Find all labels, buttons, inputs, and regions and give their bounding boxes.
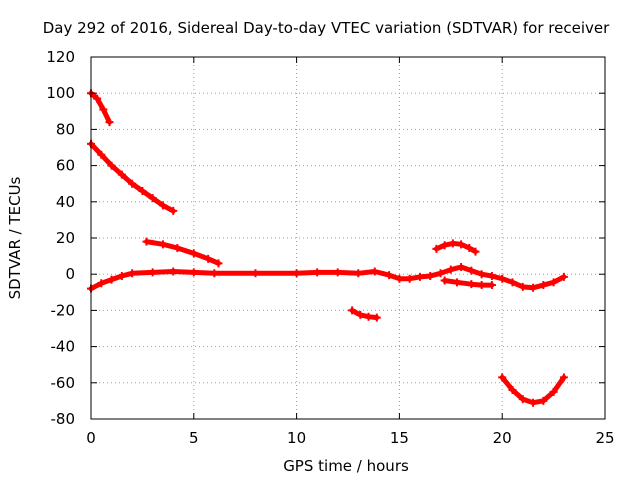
data-point <box>498 274 507 283</box>
y-tick-label: 120 <box>46 48 75 66</box>
data-point <box>117 170 126 179</box>
data-point <box>559 373 568 382</box>
x-tick-label: 15 <box>390 429 409 447</box>
y-tick-label: 0 <box>65 265 75 283</box>
data-point <box>148 268 157 277</box>
y-tick-label: 100 <box>46 84 75 102</box>
x-tick-label: 0 <box>86 429 96 447</box>
data-point <box>97 279 106 288</box>
data-point <box>142 237 151 246</box>
data-point <box>432 244 441 253</box>
y-tick-label: 20 <box>56 229 75 247</box>
data-point <box>518 282 527 291</box>
x-tick-label: 20 <box>493 429 512 447</box>
data-point <box>356 310 365 319</box>
data-point <box>158 240 167 249</box>
data-point <box>559 272 568 281</box>
y-tick-label: 40 <box>56 193 75 211</box>
y-tick-label: -20 <box>51 301 76 319</box>
data-point <box>471 247 480 256</box>
data-point <box>448 239 457 248</box>
data-point <box>436 269 445 278</box>
data-point <box>549 387 558 396</box>
grid <box>91 57 605 419</box>
data-point <box>508 278 517 287</box>
data-point <box>508 386 517 395</box>
chart-title: Day 292 of 2016, Sidereal Day-to-day VTE… <box>43 19 610 37</box>
data-point <box>189 249 198 258</box>
y-tick-label: 80 <box>56 120 75 138</box>
data-point <box>117 272 126 281</box>
data-point <box>467 266 476 275</box>
data-point <box>128 179 137 188</box>
data-point <box>405 274 414 283</box>
data-point <box>313 268 322 277</box>
data-point <box>251 269 260 278</box>
data-point <box>93 94 102 103</box>
data-point <box>354 269 363 278</box>
data-point <box>457 240 466 249</box>
y-axis-label: SDTVAR / TECUs <box>6 176 24 299</box>
data-point <box>440 276 449 285</box>
data-series-group <box>87 89 568 407</box>
series-line <box>349 307 380 321</box>
data-point <box>539 396 548 405</box>
data-point <box>107 275 116 284</box>
data-point <box>169 206 178 215</box>
y-tick-labels: -80 -60 -40 -20 0 20 40 60 80 100 120 <box>46 48 75 428</box>
data-point <box>372 313 381 322</box>
data-point <box>446 265 455 274</box>
data-point <box>452 278 461 287</box>
data-point <box>487 272 496 281</box>
data-point <box>173 243 182 252</box>
axis-ticks <box>90 56 606 420</box>
data-point <box>549 278 558 287</box>
data-point <box>370 267 379 276</box>
data-point <box>518 395 527 404</box>
data-point <box>364 312 373 321</box>
data-point <box>210 269 219 278</box>
series-line <box>88 90 112 125</box>
y-tick-label: -80 <box>51 410 76 428</box>
x-tick-label: 5 <box>189 429 199 447</box>
y-tick-label: -40 <box>51 338 76 356</box>
data-point <box>107 161 116 170</box>
data-point <box>189 268 198 277</box>
data-point <box>99 105 108 114</box>
x-tick-label: 10 <box>287 429 306 447</box>
data-point <box>477 270 486 279</box>
data-point <box>457 262 466 271</box>
data-point <box>158 201 167 210</box>
data-point <box>529 398 538 407</box>
data-point <box>440 241 449 250</box>
x-axis-label: GPS time / hours <box>283 457 409 475</box>
data-point <box>169 267 178 276</box>
data-point <box>465 243 474 252</box>
data-point <box>333 268 342 277</box>
data-point <box>529 283 538 292</box>
data-point <box>477 281 486 290</box>
data-point <box>128 269 137 278</box>
data-point <box>138 186 147 195</box>
data-point <box>487 281 496 290</box>
data-point <box>467 280 476 289</box>
data-point <box>348 306 357 315</box>
data-point <box>204 254 213 263</box>
data-point <box>385 271 394 280</box>
data-point <box>292 269 301 278</box>
data-point <box>148 194 157 203</box>
data-point <box>105 118 114 127</box>
x-tick-labels: 0 5 10 15 20 25 <box>86 429 614 447</box>
y-tick-label: 60 <box>56 157 75 175</box>
y-tick-label: -60 <box>51 374 76 392</box>
data-point <box>415 272 424 281</box>
data-point <box>426 272 435 281</box>
data-point <box>498 373 507 382</box>
data-point <box>539 281 548 290</box>
data-point <box>395 274 404 283</box>
data-point <box>214 259 223 268</box>
data-point <box>97 150 106 159</box>
x-tick-label: 25 <box>595 429 614 447</box>
